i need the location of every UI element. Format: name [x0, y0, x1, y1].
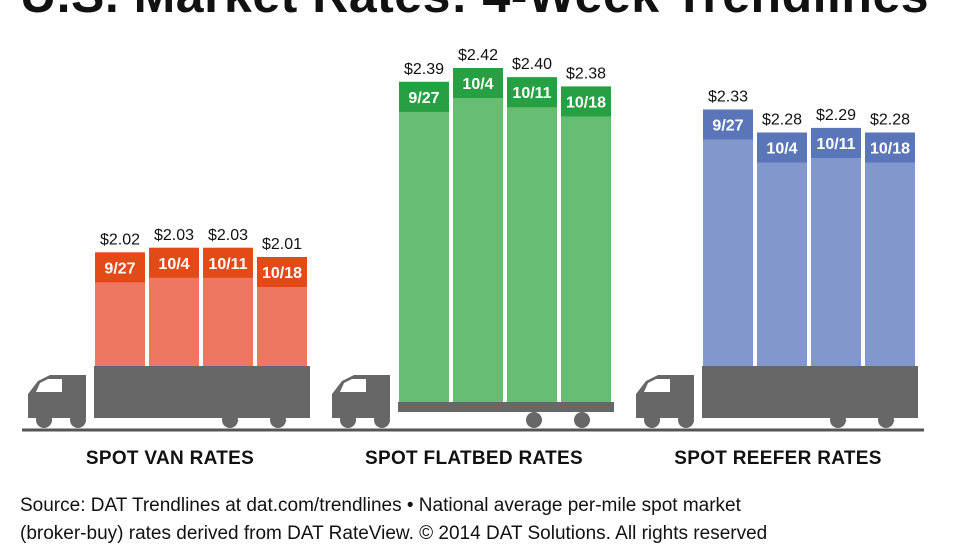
- reefer-truck-window: [644, 379, 670, 392]
- flatbed-bar-cap: [453, 68, 503, 98]
- reefer-date-label: 10/18: [870, 141, 910, 158]
- reefer-date-label: 10/4: [766, 141, 797, 158]
- van-value-label: $2.03: [154, 227, 194, 244]
- van-bar-cap: [257, 257, 307, 287]
- chart-title: U.S. Market Rates: 4-Week Trendlines: [20, 0, 980, 24]
- reefer-bar: [757, 132, 807, 366]
- reefer-panel: $2.33 9/27 $2.28 10/4 $2.29 10/11 $2.28 10/18: [636, 88, 918, 428]
- flatbed-bar: [453, 68, 503, 402]
- reefer-value-label: $2.28: [762, 112, 802, 129]
- reefer-date-label: 9/27: [712, 117, 743, 134]
- reefer-value-label: $2.28: [870, 112, 910, 129]
- reefer-truck-wheel: [678, 412, 694, 428]
- flatbed-truck-wheel: [574, 412, 590, 428]
- van-panel-label: SPOT VAN RATES: [85, 448, 255, 469]
- flatbed-value-label: $2.42: [458, 47, 498, 64]
- flatbed-panel: $2.39 9/27 $2.42 10/4 $2.40 10/11 $2.38 10/18: [332, 47, 614, 428]
- flatbed-value-label: $2.40: [512, 56, 552, 73]
- source-line-1: Source: DAT Trendlines at dat.com/trendl…: [20, 495, 741, 516]
- van-date-label: 10/4: [158, 256, 189, 273]
- van-panel: $2.02 9/27 $2.03 10/4 $2.03 10/11 $2.01 10/18: [28, 227, 310, 428]
- flatbed-bar: [507, 77, 557, 402]
- flatbed-truck-wheel: [526, 412, 542, 428]
- van-value-label: $2.01: [262, 236, 302, 253]
- van-truck-wheel: [36, 412, 52, 428]
- van-truck-window: [36, 379, 62, 392]
- flatbed-bar: [399, 81, 449, 402]
- flatbed-value-label: $2.39: [404, 61, 444, 78]
- reefer-bar-cap: [811, 127, 861, 158]
- flatbed-date-label: 10/11: [512, 85, 551, 102]
- flatbed-value-label: $2.38: [566, 65, 606, 82]
- van-bar-cap: [95, 252, 145, 283]
- van-date-label: 10/18: [262, 265, 302, 282]
- reefer-trailer-box: [702, 366, 918, 418]
- van-value-label: $2.02: [100, 231, 140, 248]
- flatbed-date-label: 9/27: [408, 90, 439, 107]
- van-trailer-box: [94, 366, 310, 418]
- reefer-bar-cap: [703, 109, 753, 140]
- reefer-value-label: $2.29: [816, 107, 856, 124]
- reefer-bar-cap: [865, 132, 915, 163]
- flatbed-flatbed-deck: [398, 402, 614, 412]
- van-bar-cap: [203, 247, 253, 278]
- reefer-bar-cap: [757, 132, 807, 163]
- flatbed-date-label: 10/18: [566, 94, 606, 111]
- flatbed-bar-cap: [399, 81, 449, 112]
- flatbed-truck-wheel: [340, 412, 356, 428]
- flatbed-truck-wheel: [374, 412, 390, 428]
- reefer-bar: [865, 132, 915, 366]
- flatbed-bar-cap: [507, 77, 557, 108]
- flatbed-date-label: 10/4: [462, 76, 493, 93]
- reefer-value-label: $2.33: [708, 88, 748, 105]
- van-truck-wheel: [70, 412, 86, 428]
- reefer-bar: [703, 109, 753, 367]
- van-bar-cap: [149, 247, 199, 278]
- reefer-panel-label: SPOT REEFER RATES: [674, 448, 882, 469]
- source-line-2: (broker-buy) rates derived from DAT Rate…: [20, 523, 768, 544]
- chart-panels: $2.029/27$2.0310/4$2.0310/11$2.0110/18$2…: [28, 47, 918, 428]
- flatbed-bar-cap: [561, 86, 611, 117]
- source-note: Source: DAT Trendlines at dat.com/trendl…: [20, 492, 970, 548]
- flatbed-bar: [561, 86, 611, 402]
- van-value-label: $2.03: [208, 227, 248, 244]
- reefer-bar: [811, 127, 861, 367]
- van-date-label: 10/11: [208, 256, 247, 273]
- van-date-label: 9/27: [104, 260, 135, 277]
- chart-area: $2.029/27$2.0310/4$2.0310/11$2.0110/18$2…: [22, 47, 924, 432]
- flatbed-truck-window: [340, 379, 366, 392]
- reefer-truck-wheel: [644, 412, 660, 428]
- reefer-date-label: 10/11: [816, 136, 855, 153]
- flatbed-panel-label: SPOT FLATBED RATES: [365, 448, 583, 469]
